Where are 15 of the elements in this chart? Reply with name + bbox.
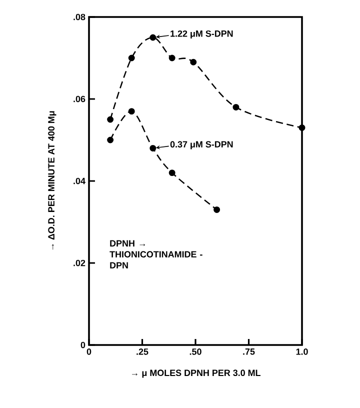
x-axis-title: → μ MOLES DPNH PER 3.0 ML [132, 370, 260, 378]
x-tick-label: .25 [136, 348, 148, 355]
annotation: DPNH → THIONICOTINAMIDE - DPN [110, 240, 202, 268]
y-tick-label: .08 [74, 14, 86, 20]
x-tick-label: .50 [190, 348, 202, 355]
y-tick-label: .06 [74, 96, 86, 102]
y-axis-title: → ΔO.D. PER MINUTE AT 400 Mμ [48, 111, 56, 250]
y-tick-label: .04 [74, 178, 86, 184]
x-tick-label: 1.0 [296, 348, 308, 355]
annotation: 0.37 μM S-DPN [170, 141, 233, 150]
y-tick-label: .02 [74, 260, 86, 266]
x-tick-label: .75 [243, 348, 255, 355]
y-tick-label: 0 [80, 342, 86, 348]
annotation: 1.22 μM S-DPN [170, 30, 233, 39]
x-tick-label: 0 [86, 348, 92, 355]
